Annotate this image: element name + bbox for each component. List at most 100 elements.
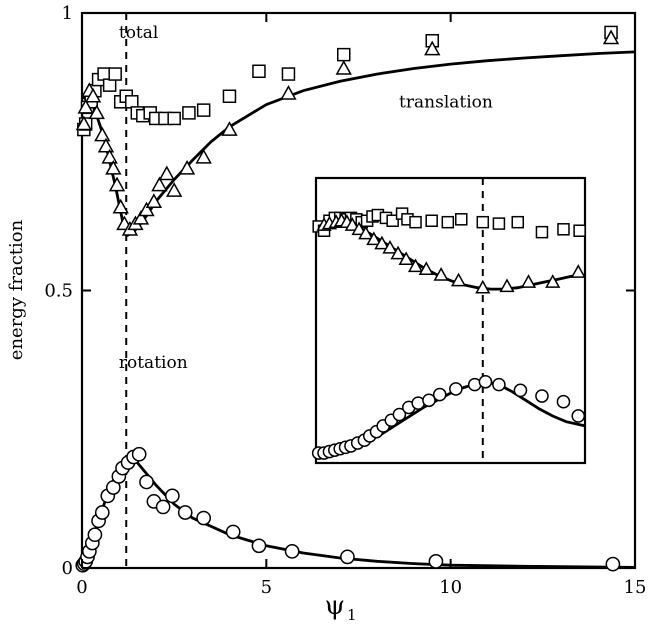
square-marker	[125, 95, 139, 109]
main-plot-marks: 0 5 10 15 0 0.5 1 total translation rotation	[44, 3, 646, 598]
inset-square-marker	[492, 217, 506, 230]
inset-triangle-marker	[374, 235, 390, 250]
triangle-marker	[94, 126, 111, 142]
inset-square-marker	[573, 224, 586, 237]
triangle-marker	[195, 148, 212, 164]
inset-circle-marker	[432, 387, 447, 402]
inset-triangle-marker	[366, 231, 382, 246]
square-marker	[97, 67, 111, 81]
circle-marker	[139, 474, 154, 490]
inset-triangle-marker	[499, 278, 515, 293]
circle-marker	[251, 538, 267, 554]
circle-marker	[428, 553, 444, 569]
inset-triangle-marker	[545, 274, 561, 288]
inset-triangle-marker	[390, 245, 406, 260]
inset-triangle-marker	[382, 239, 398, 254]
main-plot: 0 5 10 15 0 0.5 1 total translation rotation ener…	[6, 3, 646, 624]
triangle-marker	[158, 165, 175, 181]
inset-circle-marker	[492, 377, 506, 392]
y-tick-label: 1	[62, 3, 73, 24]
triangle-marker	[97, 137, 115, 153]
inset-circle-marker	[449, 382, 463, 396]
triangle-marker	[221, 121, 238, 136]
triangle-marker	[101, 148, 118, 164]
inset-frame	[314, 176, 587, 465]
x-tick-label: 5	[261, 577, 272, 598]
x-tick-label: 10	[439, 577, 462, 598]
inset-triangle-marker	[433, 267, 449, 281]
inset-square-marker	[409, 215, 422, 229]
triangle-marker	[88, 104, 105, 120]
triangle-marker	[77, 98, 94, 114]
inset-circle-marker	[513, 383, 528, 398]
inset-circle-marker	[571, 409, 586, 423]
triangle-marker	[178, 159, 196, 175]
y-tick-label: 0.5	[44, 281, 73, 302]
inset-square-marker	[476, 215, 490, 229]
circle-marker	[155, 499, 171, 515]
inset-square-marker	[535, 225, 549, 239]
triangle-marker	[112, 198, 129, 214]
triangle-marker	[424, 40, 441, 56]
square-marker	[102, 78, 117, 92]
inset-triangle-marker	[351, 221, 367, 236]
triangle-marker	[151, 176, 168, 192]
inset-circle-marker	[556, 394, 571, 409]
inset-square-marker	[441, 215, 455, 229]
triangle-marker	[132, 209, 150, 225]
y-axis-label: energy fraction	[6, 219, 27, 360]
square-marker	[281, 67, 296, 81]
inset-triangle-marker	[398, 251, 414, 266]
circle-marker	[196, 510, 212, 526]
x-tick-label: 15	[624, 577, 647, 598]
inset-circle-marker	[478, 374, 493, 389]
triangle-marker	[108, 176, 126, 192]
inset-square-marker	[386, 214, 399, 227]
frame	[80, 11, 637, 570]
curve-translation	[81, 50, 636, 237]
inset-triangle-marker	[407, 258, 424, 273]
inset-triangle-marker	[418, 261, 434, 276]
triangle-marker	[602, 29, 620, 45]
triangle-marker	[280, 85, 297, 100]
triangle-marker	[165, 182, 183, 197]
annotation-rotation: rotation	[119, 353, 188, 373]
y-tick-label: 0	[62, 558, 73, 579]
inset-square-marker	[557, 223, 570, 236]
square-marker	[108, 67, 122, 81]
circle-marker	[131, 446, 147, 462]
triangle-marker	[105, 159, 122, 175]
inset-triangle-marker	[450, 272, 467, 287]
circle-marker	[164, 488, 180, 504]
circle-marker	[87, 527, 103, 543]
circle-marker	[605, 556, 621, 572]
square-marker	[167, 111, 181, 126]
square-marker	[222, 89, 237, 103]
triangle-marker	[84, 87, 102, 103]
square-marker	[252, 64, 266, 79]
square-marker	[196, 103, 211, 117]
inset-circle-marker	[392, 407, 407, 422]
triangle-marker	[138, 201, 155, 217]
x-tick-label: 0	[76, 577, 87, 598]
circle-marker	[284, 544, 300, 559]
triangle-marker	[145, 193, 163, 208]
inset-triangle-marker	[358, 225, 374, 240]
inset-plot	[311, 176, 587, 465]
inset-triangle-marker	[520, 274, 537, 288]
inset-square-marker	[425, 214, 438, 227]
inset-square-marker	[455, 213, 468, 226]
inset-triangle-marker	[344, 217, 360, 231]
inset-circle-marker	[535, 389, 549, 403]
triangle-marker	[335, 60, 352, 75]
circle-marker	[94, 505, 110, 520]
x-axis-label: ψ	[325, 591, 345, 621]
x-axis-label-subscript: 1	[347, 606, 357, 624]
square-marker	[182, 106, 196, 120]
inset-triangle-marker	[570, 264, 586, 278]
inset-triangle-marker	[475, 279, 491, 294]
circle-marker	[177, 505, 193, 520]
inset-square-marker	[511, 215, 524, 229]
annotation-translation: translation	[399, 92, 493, 112]
